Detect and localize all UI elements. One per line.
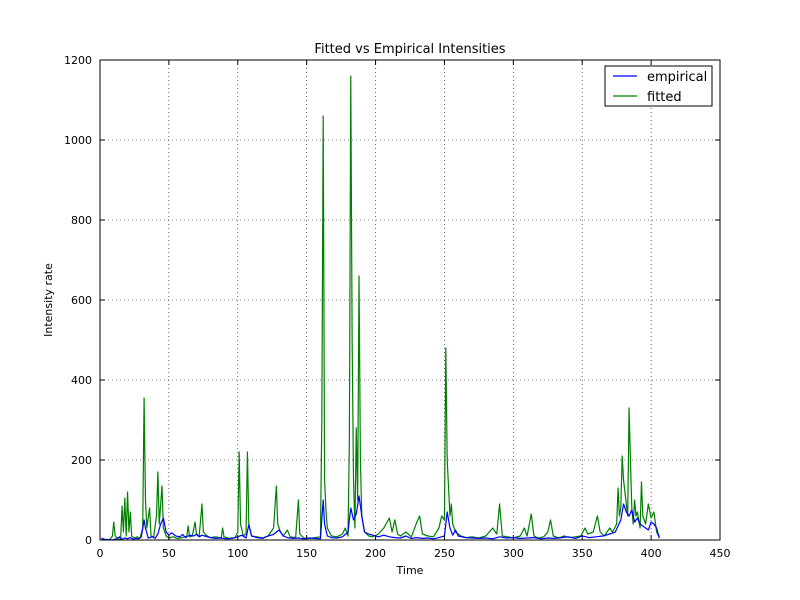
- y-tick-label: 800: [71, 214, 92, 227]
- x-tick-label: 400: [641, 547, 662, 560]
- series-line-fitted: [101, 75, 660, 541]
- x-tick-label: 100: [227, 547, 248, 560]
- axis-ticks: 0 50 100 150 200 250 300 350 400 450 0 200 400 600 800…: [64, 54, 731, 560]
- x-tick-label: 0: [97, 547, 104, 560]
- y-tick-label: 1000: [64, 134, 92, 147]
- y-tick-label: 0: [85, 534, 92, 547]
- legend-label-fitted: fitted: [647, 90, 682, 105]
- grid: [100, 60, 720, 540]
- y-tick-label: 600: [71, 294, 92, 307]
- series-line-empirical: [101, 495, 660, 541]
- legend: empirical fitted: [604, 65, 713, 107]
- y-tick-label: 200: [71, 454, 92, 467]
- x-tick-label: 300: [503, 547, 524, 560]
- y-tick-label: 1200: [64, 54, 92, 67]
- legend-box: [604, 65, 713, 107]
- x-axis-label: Time: [396, 564, 424, 577]
- series-layer: [101, 75, 660, 541]
- y-axis-label: Intensity rate: [42, 263, 55, 337]
- x-tick-label: 200: [365, 547, 386, 560]
- x-tick-label: 350: [572, 547, 593, 560]
- x-tick-label: 450: [710, 547, 731, 560]
- x-tick-label: 250: [434, 547, 455, 560]
- y-tick-label: 400: [71, 374, 92, 387]
- x-tick-label: 50: [162, 547, 176, 560]
- legend-label-empirical: empirical: [647, 70, 707, 85]
- x-tick-label: 150: [296, 547, 317, 560]
- chart-title: Fitted vs Empirical Intensities: [314, 42, 505, 57]
